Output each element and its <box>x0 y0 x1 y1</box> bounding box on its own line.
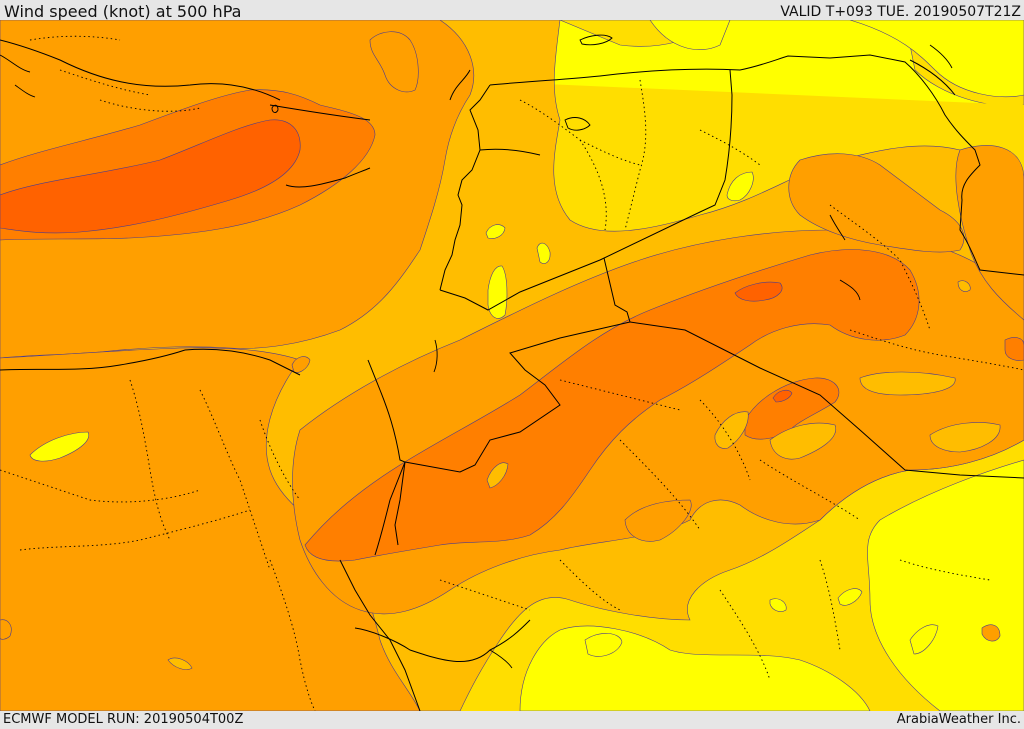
wind-level-4-area <box>369 31 419 93</box>
wind-level-1-area <box>726 171 754 202</box>
wind-level-1-area <box>909 624 939 655</box>
footer-bar: ECMWF MODEL RUN: 20190504T00Z ArabiaWeat… <box>0 711 1024 729</box>
wind-level-4-area <box>788 153 965 253</box>
wind-level-3-area <box>486 462 509 489</box>
wind-level-3-area <box>769 422 837 460</box>
wind-level-3-area <box>859 371 956 396</box>
wind-level-3-area <box>929 422 1001 453</box>
wind-level-1-area <box>649 20 731 50</box>
wind-level-4-area <box>0 347 421 711</box>
wind-level-1-area <box>867 459 1024 711</box>
valid-time: VALID T+093 TUE. 20190507T21Z <box>780 4 1021 20</box>
province-boundaries <box>0 35 1024 711</box>
map-canvas <box>0 20 1024 711</box>
wind-level-4-area <box>0 619 12 640</box>
wind-level-1-area <box>769 598 787 612</box>
wind-level-1-area <box>536 242 551 264</box>
wind-level-1-area <box>29 431 90 462</box>
wind-level-1-area <box>485 224 506 239</box>
header-bar: Wind speed (knot) at 500 hPa VALID T+093… <box>0 0 1024 21</box>
wind-level-4-area <box>624 499 692 542</box>
wind-level-1-area <box>584 633 623 657</box>
wind-level-3-area <box>957 280 971 292</box>
wind-level-5-area <box>304 249 920 562</box>
wind-level-1-area <box>849 20 1024 97</box>
wind-level-5-area <box>1004 337 1024 361</box>
wind-level-6-area <box>772 389 793 403</box>
wind-level-6-area <box>0 119 301 234</box>
model-run-label: ECMWF MODEL RUN: 20190504T00Z <box>3 712 244 727</box>
coastline-details <box>0 34 953 669</box>
map-title: Wind speed (knot) at 500 hPa <box>4 2 242 21</box>
wind-level-4-area <box>291 356 311 373</box>
wind-speed-map <box>0 20 1024 711</box>
wind-level-1-area <box>837 588 863 606</box>
wind-level-4-area <box>955 145 1024 321</box>
wind-level-4-area <box>981 624 1001 642</box>
wind-level-3-area <box>714 411 749 449</box>
country-borders <box>0 39 1024 711</box>
wind-level-3-area <box>167 657 193 670</box>
credit-label: ArabiaWeather Inc. <box>896 712 1021 727</box>
wind-level-1-area <box>487 265 508 319</box>
wind-level-6-area <box>734 281 783 302</box>
